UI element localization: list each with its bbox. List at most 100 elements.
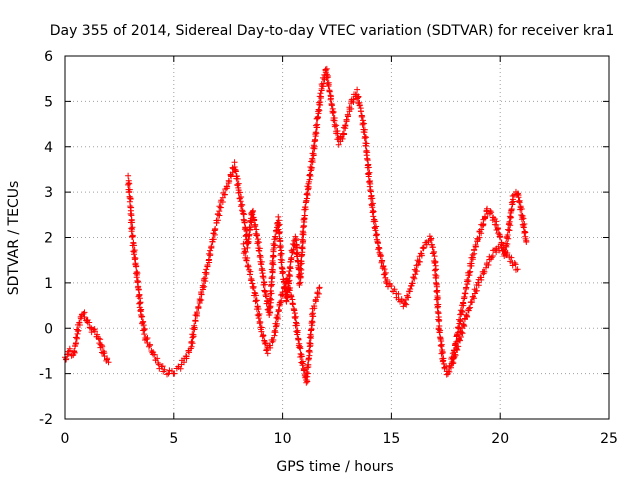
data-point [105,359,112,366]
data-point [456,325,463,332]
data-point [183,353,190,360]
data-point [460,322,467,329]
data-point [377,252,384,259]
data-point [512,261,519,268]
data-point [76,319,83,326]
data-point [467,304,474,311]
data-point [266,303,273,310]
data-point [249,208,256,215]
data-point [273,320,280,327]
data-point [294,244,301,251]
data-point [207,247,214,254]
data-point [354,86,361,93]
data-point [348,105,355,112]
data-point [504,250,511,256]
data-point [505,226,512,233]
data-point [137,311,144,318]
data-point [434,308,441,315]
data-point [272,242,278,249]
data-point [104,355,111,362]
data-point [519,221,526,228]
data-point [94,331,101,338]
data-point [472,243,479,250]
data-point [270,336,277,343]
data-point [243,257,250,264]
data-point [366,169,373,176]
data-point [273,314,280,321]
data-point [388,283,395,290]
data-point [437,342,444,349]
y-tick-label: 4 [44,140,53,156]
data-point [306,348,313,355]
y-tick-label: 3 [44,185,53,201]
data-point [275,308,282,315]
data-point [252,221,259,228]
data-point [131,254,138,261]
data-point [298,353,305,360]
data-point [258,328,265,335]
data-point [434,295,441,302]
data-point [244,244,251,251]
data-point [140,322,147,329]
data-point [256,245,263,252]
data-point [523,239,530,246]
data-point [363,134,370,141]
data-point [423,241,430,248]
data-point [413,268,420,275]
data-point [315,290,322,297]
data-point [253,226,260,233]
data-point [276,221,283,228]
chart-title: Day 355 of 2014, Sidereal Day-to-day VTE… [50,23,615,39]
data-point [519,214,526,221]
data-point [391,286,398,293]
data-point [469,293,476,300]
data-point [137,307,144,314]
data-point [258,258,265,265]
data-point [372,227,379,234]
data-point [495,243,502,250]
data-point [254,312,261,319]
data-point [511,260,518,267]
data-point [489,252,496,259]
data-point [303,369,310,376]
data-point [146,342,153,349]
data-point [484,205,491,212]
data-point [517,204,524,211]
data-point [323,65,330,72]
data-point [299,362,306,369]
data-point [418,250,425,257]
data-point [278,250,285,257]
data-point [495,230,502,237]
data-point [141,331,148,338]
data-point [159,363,166,370]
data-point [509,201,516,208]
data-point [487,208,494,215]
data-point [271,327,278,334]
data-point [306,352,313,359]
data-point [460,299,467,306]
data-point [261,287,268,294]
data-point [358,112,365,119]
data-point [263,347,270,354]
data-point [381,271,388,278]
data-point [521,228,528,235]
data-point [272,323,279,330]
y-tick-label: 1 [44,276,53,292]
x-tick-label: 0 [61,431,70,447]
data-point [488,254,495,261]
data-point [139,319,146,326]
data-point [133,263,140,270]
data-point [171,370,178,377]
data-point [286,287,293,294]
data-point [308,164,315,171]
data-point [408,282,415,289]
data-point [509,196,516,203]
data-point [521,221,528,228]
data-point [128,210,135,217]
data-point [507,215,514,222]
data-point [369,195,376,202]
data-point [514,190,521,197]
data-point [300,365,307,372]
data-point [457,317,464,324]
